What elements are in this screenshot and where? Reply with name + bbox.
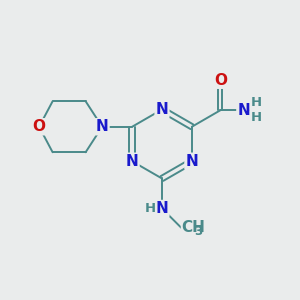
Text: CH: CH bbox=[182, 220, 206, 236]
Text: O: O bbox=[214, 73, 227, 88]
Text: N: N bbox=[156, 201, 168, 216]
Text: N: N bbox=[126, 154, 139, 169]
Text: N: N bbox=[96, 119, 109, 134]
Text: N: N bbox=[156, 102, 168, 117]
Text: 3: 3 bbox=[194, 225, 202, 239]
Text: H: H bbox=[145, 202, 156, 215]
Text: H: H bbox=[251, 111, 262, 124]
Text: H: H bbox=[251, 96, 262, 109]
Text: N: N bbox=[185, 154, 198, 169]
Text: O: O bbox=[33, 119, 46, 134]
Text: N: N bbox=[237, 103, 250, 118]
